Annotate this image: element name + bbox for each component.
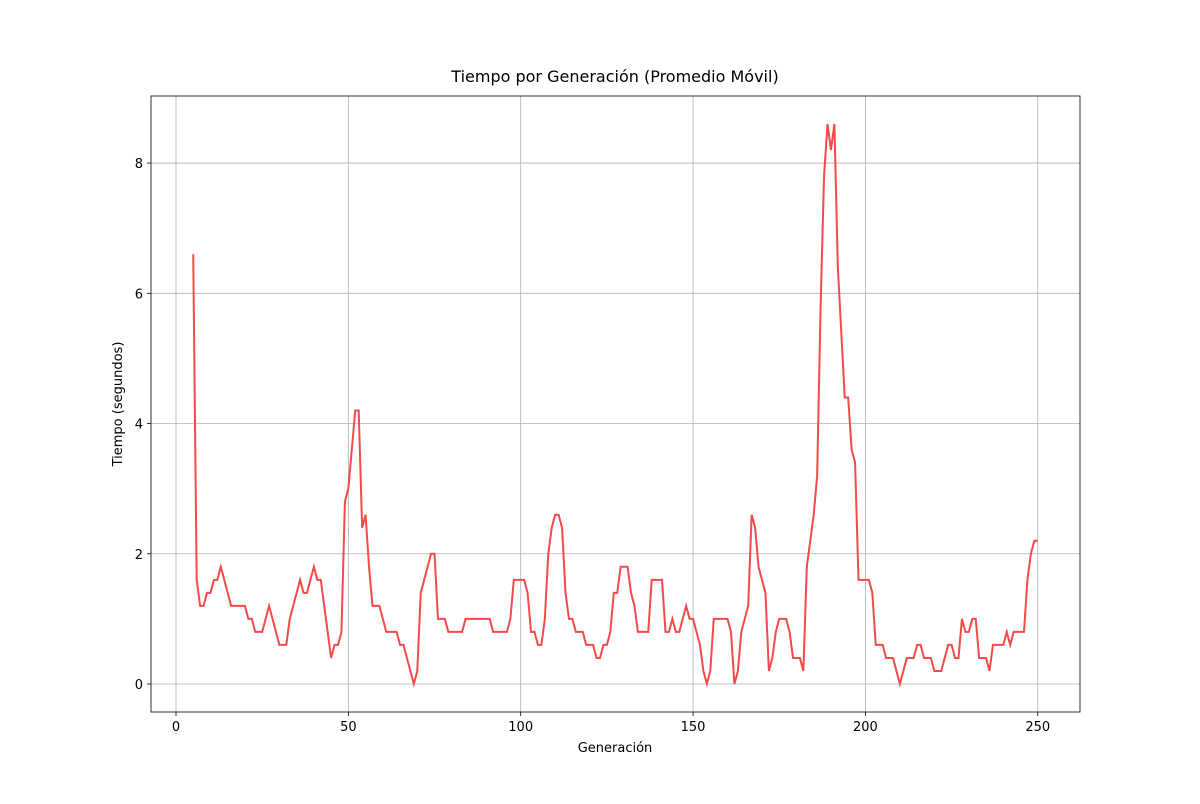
x-tick-label: 0 <box>172 720 180 735</box>
plot-frame <box>150 95 1081 713</box>
x-tick-label: 200 <box>853 720 878 735</box>
y-axis-label: Tiempo (segundos) <box>111 342 126 468</box>
x-tick-label: 50 <box>340 720 357 735</box>
data-line <box>192 123 1038 688</box>
y-tick-label: 8 <box>135 157 143 172</box>
y-tick-label: 6 <box>135 287 143 302</box>
y-tick-label: 2 <box>135 548 143 563</box>
x-tick-label: 250 <box>1025 720 1050 735</box>
y-tick-label: 0 <box>135 678 143 693</box>
chart-title: Tiempo por Generación (Promedio Móvil) <box>450 67 778 86</box>
x-tick-label: 150 <box>681 720 706 735</box>
x-tick-label: 100 <box>508 720 533 735</box>
y-tick-label: 4 <box>135 418 143 433</box>
x-axis-label: Generación <box>578 741 653 756</box>
